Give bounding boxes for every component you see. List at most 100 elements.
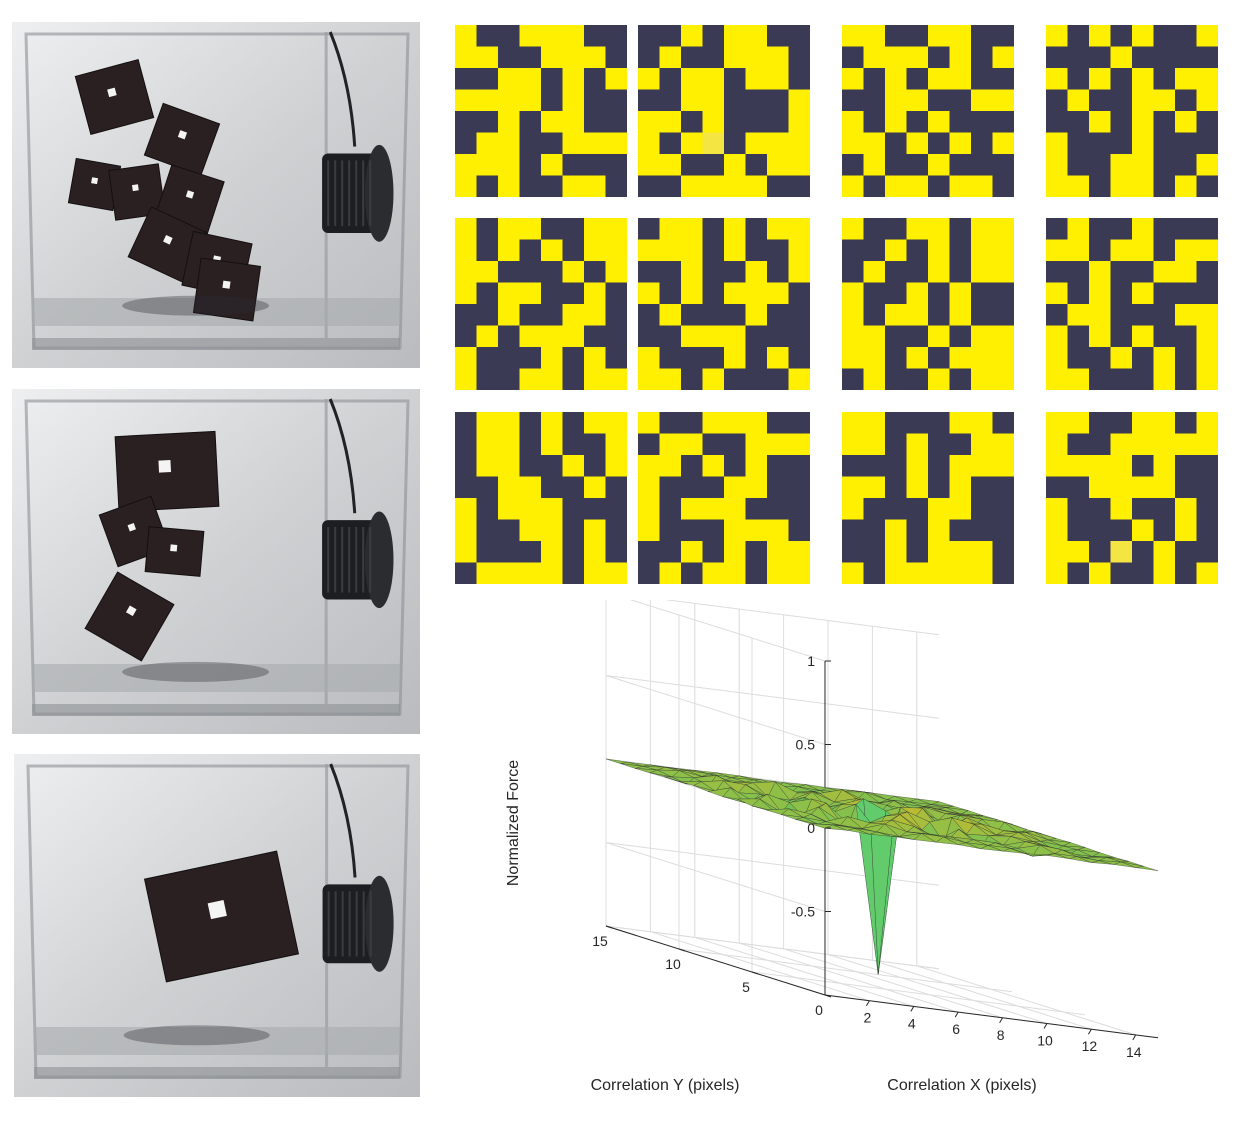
pattern-cell xyxy=(638,218,660,240)
surface-facet xyxy=(996,832,1019,837)
pattern-cell xyxy=(949,218,972,240)
pattern-cell xyxy=(702,476,725,499)
pattern-cell xyxy=(724,68,746,90)
pattern-cell xyxy=(1110,68,1133,90)
pattern-cell xyxy=(519,433,542,456)
pattern-cell xyxy=(1067,412,1090,434)
pattern-cell xyxy=(767,68,789,90)
pattern-cell xyxy=(584,239,606,262)
pattern-cell xyxy=(928,261,950,283)
pattern-cell xyxy=(605,89,627,112)
pattern-cell xyxy=(1153,218,1176,240)
pattern-cell xyxy=(745,239,768,262)
pattern-cell xyxy=(605,476,627,499)
pattern-cell xyxy=(1175,433,1197,456)
pattern-cell xyxy=(767,498,789,520)
pattern-cell xyxy=(842,498,864,520)
surface-facet xyxy=(649,772,673,778)
pattern-cell xyxy=(702,325,725,348)
surface-facet xyxy=(1040,840,1064,852)
pattern-cell xyxy=(863,25,886,47)
pattern-cell xyxy=(1196,46,1218,69)
pattern-cell xyxy=(1132,519,1154,542)
pattern-cell xyxy=(1089,218,1111,240)
pattern-cell xyxy=(971,68,993,90)
pattern-cell xyxy=(1067,154,1090,176)
pattern-cell xyxy=(949,498,972,520)
pattern-cell xyxy=(584,111,606,133)
pattern-cell xyxy=(788,476,810,499)
surface-facet xyxy=(885,811,908,817)
pattern-cell xyxy=(949,68,972,90)
pattern-cell xyxy=(702,368,725,390)
pattern-cell xyxy=(971,541,993,563)
pattern-cell xyxy=(788,218,810,240)
pattern-cell xyxy=(906,562,929,584)
pattern-cell xyxy=(476,455,499,477)
pattern-cell xyxy=(906,175,929,197)
x-tick-label: 12 xyxy=(1082,1038,1098,1054)
pattern-panel xyxy=(842,218,1014,390)
pattern-cell xyxy=(992,347,1014,369)
pattern-cell xyxy=(638,132,660,155)
pattern-cell xyxy=(992,433,1014,456)
pattern-cell xyxy=(1067,433,1090,456)
pattern-cell xyxy=(498,433,520,456)
surface-facet xyxy=(876,831,900,837)
surface-facet xyxy=(921,833,945,843)
pattern-cell xyxy=(1067,368,1090,390)
pattern-cell xyxy=(1132,368,1154,390)
pattern-cell xyxy=(455,519,477,542)
pattern-cell xyxy=(1196,347,1218,369)
pattern-cell xyxy=(1089,68,1111,90)
pattern-cell xyxy=(971,111,993,133)
pattern-cell xyxy=(1153,304,1176,326)
pattern-cell xyxy=(724,455,746,477)
pattern-cell xyxy=(659,132,682,155)
x-tick-label: 14 xyxy=(1126,1044,1142,1060)
pattern-cell xyxy=(659,282,682,305)
pattern-cell xyxy=(724,239,746,262)
pattern-cell xyxy=(702,261,725,283)
pattern-cell xyxy=(949,562,972,584)
pattern-cell xyxy=(1153,498,1176,520)
pattern-cell xyxy=(519,46,542,69)
pattern-cell xyxy=(842,519,864,542)
pattern-cell xyxy=(519,519,542,542)
surface-facet xyxy=(981,819,1005,833)
pattern-cell xyxy=(681,455,703,477)
pattern-cell xyxy=(605,541,627,563)
pattern-cell xyxy=(971,498,993,520)
pattern-cell xyxy=(949,347,972,369)
pattern-cell xyxy=(455,175,477,197)
pattern-cell xyxy=(788,46,810,69)
pattern-cell xyxy=(476,476,499,499)
pattern-cell xyxy=(562,476,585,499)
pattern-cell xyxy=(724,325,746,348)
pattern-cell xyxy=(1067,562,1090,584)
pattern-cell xyxy=(1132,111,1154,133)
pattern-cell xyxy=(1175,368,1197,390)
pattern-cell xyxy=(949,433,972,456)
pattern-cell xyxy=(1196,455,1218,477)
pattern-cell xyxy=(519,239,542,262)
pattern-cell xyxy=(584,476,606,499)
pattern-cell xyxy=(906,498,929,520)
pattern-cell xyxy=(605,519,627,542)
pattern-cell xyxy=(949,154,972,176)
surface-facet xyxy=(1039,844,1063,854)
pattern-cell xyxy=(1089,239,1111,262)
pattern-cell xyxy=(1132,218,1154,240)
pattern-cell xyxy=(1175,89,1197,112)
pattern-cell xyxy=(498,304,520,326)
pattern-cell xyxy=(906,261,929,283)
pattern-cell xyxy=(971,89,993,112)
surface-facet xyxy=(739,775,762,780)
pattern-cell xyxy=(1089,282,1111,305)
pattern-cell xyxy=(681,476,703,499)
x-tick-label: 6 xyxy=(952,1021,960,1037)
pattern-cell xyxy=(1067,304,1090,326)
pattern-cell xyxy=(605,154,627,176)
pattern-cell xyxy=(1175,412,1197,434)
surface-facet xyxy=(973,824,998,836)
